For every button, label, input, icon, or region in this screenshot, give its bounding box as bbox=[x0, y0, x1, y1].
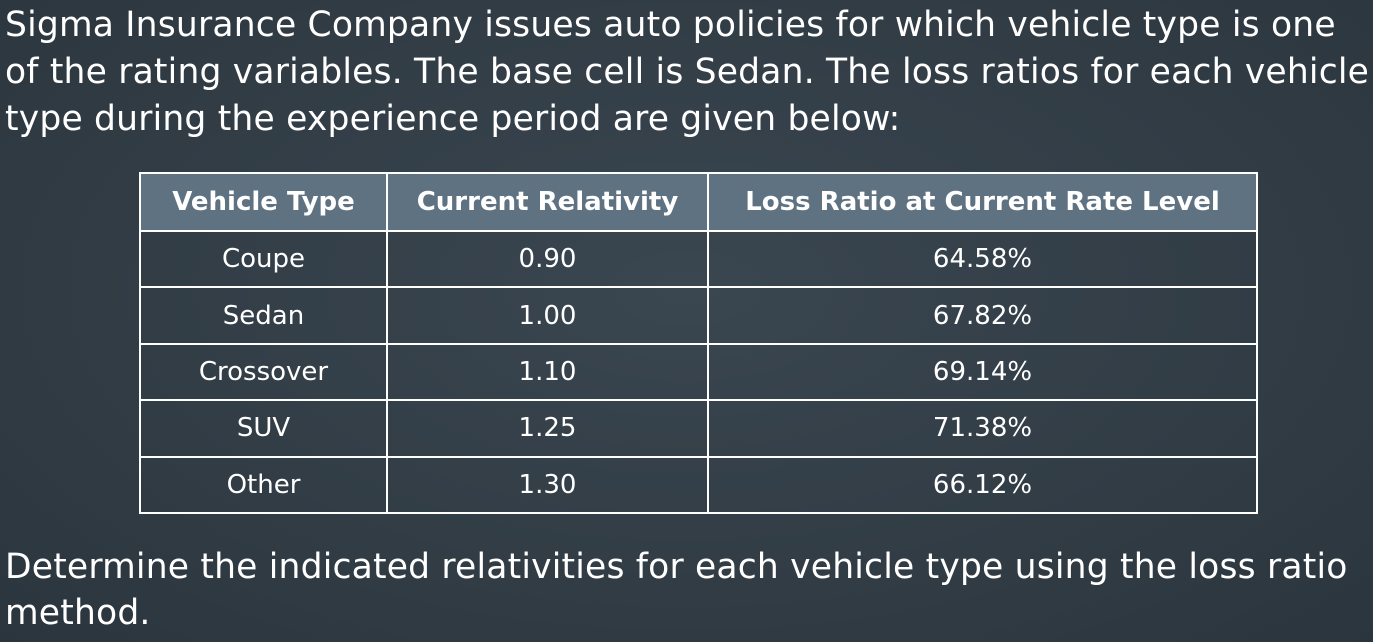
table-row: Crossover 1.10 69.14% bbox=[139, 342, 1258, 402]
header-current-relativity: Current Relativity bbox=[386, 172, 709, 232]
vehicle-type-cell: Other bbox=[139, 455, 388, 515]
question-prompt: Determine the indicated relativities for… bbox=[5, 547, 1348, 633]
loss-ratio-cell: 67.82% bbox=[707, 286, 1258, 345]
current-relativity-cell: 1.25 bbox=[386, 399, 709, 458]
vehicle-type-cell: Coupe bbox=[139, 229, 388, 289]
table-row: Other 1.30 66.12% bbox=[139, 455, 1258, 515]
vehicle-type-cell: Crossover bbox=[139, 342, 388, 402]
table-header-row: Vehicle Type Current Relativity Loss Rat… bbox=[139, 172, 1258, 232]
table-row: Coupe 0.90 64.58% bbox=[139, 229, 1258, 289]
loss-ratio-cell: 66.12% bbox=[707, 455, 1258, 515]
vehicle-type-cell: SUV bbox=[139, 399, 388, 458]
vehicle-type-cell: Sedan bbox=[139, 286, 388, 345]
table-row: SUV 1.25 71.38% bbox=[139, 399, 1258, 458]
loss-ratio-cell: 69.14% bbox=[707, 342, 1258, 402]
loss-ratio-cell: 71.38% bbox=[707, 399, 1258, 458]
header-vehicle-type: Vehicle Type bbox=[139, 172, 388, 232]
current-relativity-cell: 1.10 bbox=[386, 342, 709, 402]
loss-ratio-table: Vehicle Type Current Relativity Loss Rat… bbox=[139, 172, 1258, 515]
header-loss-ratio: Loss Ratio at Current Rate Level bbox=[707, 172, 1258, 232]
problem-statement: Sigma Insurance Company issues auto poli… bbox=[5, 5, 1370, 139]
current-relativity-cell: 1.00 bbox=[386, 286, 709, 345]
current-relativity-cell: 0.90 bbox=[386, 229, 709, 289]
table-row: Sedan 1.00 67.82% bbox=[139, 286, 1258, 345]
current-relativity-cell: 1.30 bbox=[386, 455, 709, 515]
loss-ratio-cell: 64.58% bbox=[707, 229, 1258, 289]
